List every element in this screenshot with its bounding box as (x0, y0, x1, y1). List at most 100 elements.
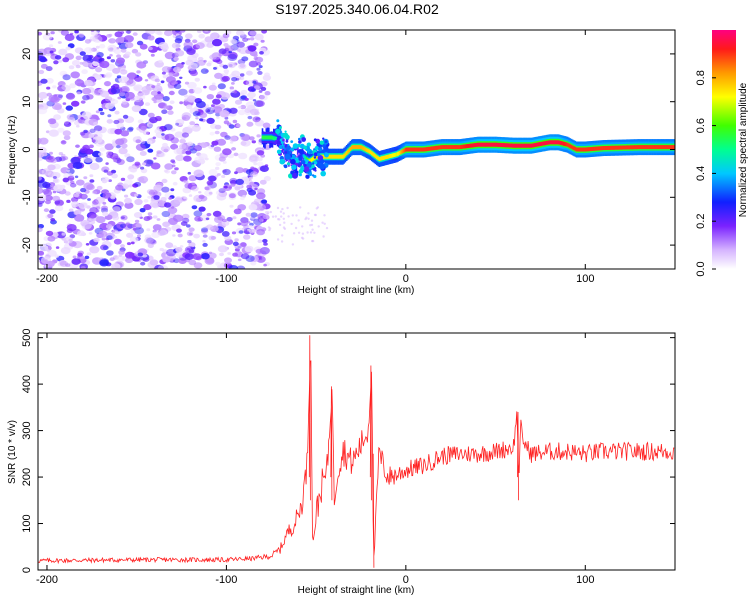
signal-track-segment (582, 147, 584, 152)
noise-blob (146, 228, 151, 232)
signal-track-segment (365, 148, 368, 153)
noise-blob (76, 124, 80, 128)
signal-track-segment (578, 147, 580, 152)
signal-track-segment (333, 154, 335, 159)
noise-blob (135, 139, 141, 144)
noise-blob (204, 190, 213, 197)
signal-track-segment (507, 143, 510, 148)
noise-blob (122, 114, 129, 119)
noise-blob (254, 85, 260, 90)
signal-track-segment (577, 147, 579, 152)
noise-blob (187, 240, 192, 244)
signal-track-segment (301, 153, 304, 157)
signal-scatter (284, 151, 288, 154)
noise-blob (49, 50, 54, 54)
snr-y-label: SNR (10 * v/v) (7, 420, 18, 484)
signal-track-segment (524, 143, 526, 148)
noise-blob (239, 31, 245, 36)
noise-blob (179, 101, 184, 105)
noise-blob (153, 100, 157, 104)
signal-track-segment (388, 154, 391, 159)
snr-x-ticks: -200 -100 0 100 (36, 333, 594, 586)
noise-blob (94, 130, 99, 134)
signal-scatter (284, 153, 291, 160)
noise-blob (231, 82, 235, 85)
snr-y-tick-label: 300 (21, 421, 33, 439)
noise-blob (74, 79, 85, 87)
signal-track-segment (654, 145, 657, 150)
signal-scatter (298, 137, 301, 141)
noise-speck (322, 235, 325, 238)
signal-track-segment (397, 151, 399, 156)
noise-blob (38, 194, 47, 202)
noise-blob (246, 121, 254, 127)
noise-blob (146, 122, 154, 128)
noise-blob (74, 175, 79, 179)
noise-blob (241, 139, 251, 147)
noise-blob (82, 60, 92, 68)
signal-scatter (285, 139, 289, 143)
signal-track-segment (355, 145, 358, 150)
noise-blob (239, 76, 245, 81)
signal-track-segment (443, 145, 446, 150)
noise-blob (71, 60, 81, 66)
noise-blob (241, 134, 251, 141)
noise-blob (107, 114, 112, 118)
noise-blob (123, 223, 133, 230)
noise-blob (55, 246, 60, 249)
signal-track-segment (329, 154, 332, 159)
noise-blob (58, 59, 63, 63)
noise-blob (147, 148, 154, 153)
signal-track-segment (387, 154, 389, 159)
noise-blob (48, 44, 54, 48)
signal-track-segment (534, 143, 536, 147)
noise-blob (238, 152, 248, 160)
signal-scatter (292, 143, 299, 149)
signal-track-segment (340, 154, 343, 159)
noise-blob (155, 30, 162, 35)
noise-blob (62, 177, 69, 183)
noise-blob (83, 155, 93, 163)
colorbar: 0.0 0.2 0.4 0.6 0.8 Normalized spectral ampl… (695, 30, 749, 277)
signal-track-segment (619, 145, 622, 150)
noise-blob (221, 175, 226, 178)
noise-speck (323, 222, 326, 225)
signal-scatter (317, 152, 321, 157)
noise-speck (282, 212, 285, 215)
noise-blob (163, 105, 170, 110)
noise-blob (120, 130, 130, 137)
noise-blob (156, 82, 161, 86)
signal-track-segment (386, 155, 388, 159)
noise-blob (213, 67, 217, 70)
noise-blob (76, 91, 81, 95)
noise-blob (140, 140, 146, 144)
noise-blob (65, 46, 71, 51)
signal-track-segment (540, 141, 543, 146)
noise-blob (200, 68, 209, 74)
noise-blob (161, 178, 168, 184)
noise-blob (45, 66, 53, 72)
signal-track-segment (613, 145, 615, 150)
signal-track-segment (379, 156, 382, 161)
noise-speck (282, 226, 286, 229)
noise-blob (175, 35, 183, 41)
noise-blob (199, 118, 204, 122)
noise-blob (118, 250, 125, 255)
signal-track-segment (311, 157, 314, 162)
signal-track-segment (559, 140, 561, 145)
noise-speck (282, 217, 285, 220)
noise-speck (283, 221, 286, 224)
signal-track-segment (422, 147, 425, 152)
signal-track-segment (561, 141, 564, 146)
noise-blob (217, 245, 228, 253)
noise-blob (38, 137, 49, 145)
signal-scatter (282, 132, 289, 138)
noise-blob (71, 258, 81, 265)
noise-blob (104, 96, 113, 102)
noise-blob (199, 142, 208, 149)
snr-y-tick-label: 500 (21, 328, 33, 346)
noise-blob (79, 256, 85, 260)
noise-blob (89, 162, 100, 171)
noise-blob (206, 94, 214, 100)
noise-blob (224, 135, 230, 139)
